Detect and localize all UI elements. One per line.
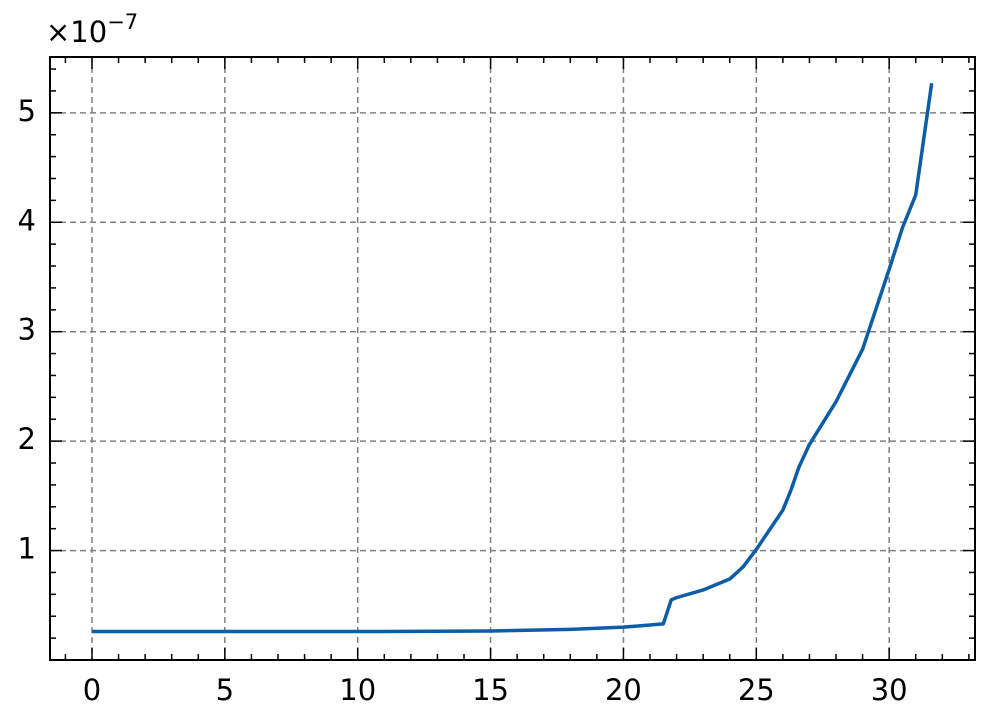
x-tick-label: 0: [83, 673, 101, 707]
x-tick-label: 30: [871, 673, 908, 707]
x-tick-label: 20: [605, 673, 642, 707]
x-tick-label: 5: [216, 673, 234, 707]
y-tick-label: 5: [18, 94, 36, 128]
multiplier-exponent: −7: [107, 10, 138, 34]
data-line: [91, 83, 934, 634]
y-tick-label: 2: [18, 422, 36, 456]
x-tick-label: 10: [339, 673, 376, 707]
x-tick-label: 25: [738, 673, 775, 707]
y-tick-label: 4: [18, 203, 36, 237]
y-tick-label: 1: [18, 532, 36, 566]
y-tick-label: 3: [18, 313, 36, 347]
x-tick-label: 15: [472, 673, 509, 707]
y-multiplier: ×10−7: [46, 10, 138, 49]
multiplier-base: ×10: [46, 15, 107, 49]
plot-frame: [49, 56, 976, 661]
